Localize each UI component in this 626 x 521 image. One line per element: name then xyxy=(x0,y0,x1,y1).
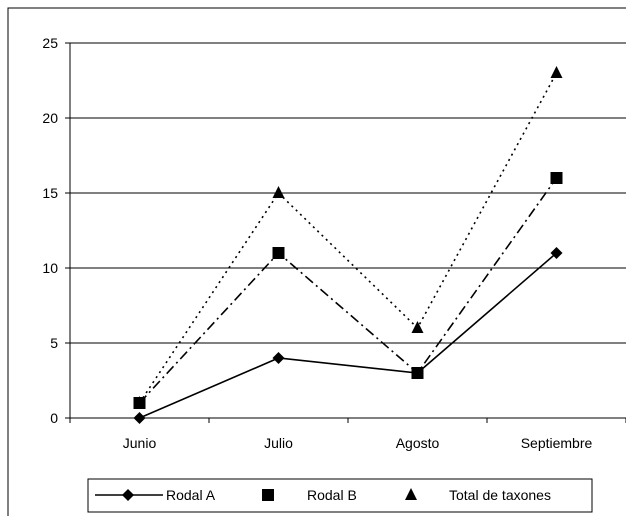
legend-items: Rodal A Rodal B Total de taxones xyxy=(95,487,551,503)
x-tick-label: Julio xyxy=(264,435,293,451)
series-line-2 xyxy=(138,177,558,404)
gridlines xyxy=(70,42,626,344)
series-line-3 xyxy=(138,72,558,404)
legend-marker-square xyxy=(262,489,274,501)
legend-box xyxy=(87,478,593,513)
y-tick-label: 15 xyxy=(42,185,58,201)
x-tick-labels: Junio Julio Agosto Septiembre xyxy=(123,435,593,451)
data-point-triangle xyxy=(411,321,424,333)
data-point-triangle xyxy=(133,396,146,408)
chart-border xyxy=(7,7,626,521)
axes xyxy=(65,42,626,423)
y-tick-label: 25 xyxy=(42,35,58,51)
series-lines xyxy=(138,72,558,419)
series-markers xyxy=(133,66,563,424)
legend: Rodal A Rodal B Total de taxones xyxy=(87,478,593,513)
data-point-triangle xyxy=(550,66,563,78)
x-tick-label: Junio xyxy=(123,435,157,451)
legend-label: Rodal B xyxy=(307,487,357,503)
data-point-square xyxy=(272,247,285,259)
legend-marker-diamond xyxy=(122,489,134,501)
y-tick-label: 10 xyxy=(42,260,58,276)
x-tick-label: Agosto xyxy=(396,435,440,451)
data-point-diamond xyxy=(550,247,563,259)
y-tick-label: 20 xyxy=(42,110,58,126)
x-tick-label: Septiembre xyxy=(521,435,593,451)
legend-label: Total de taxones xyxy=(449,487,551,503)
legend-label: Rodal A xyxy=(166,487,216,503)
series-line-1 xyxy=(139,252,558,419)
y-tick-label: 5 xyxy=(50,335,58,351)
data-point-triangle xyxy=(272,186,285,198)
y-tick-label: 0 xyxy=(50,410,58,426)
data-point-square xyxy=(411,367,424,379)
data-point-square xyxy=(550,172,563,184)
y-tick-labels: 0 5 10 15 20 25 xyxy=(42,35,58,426)
data-point-diamond xyxy=(133,412,146,424)
legend-marker-triangle xyxy=(405,488,417,500)
data-point-diamond xyxy=(272,352,285,364)
